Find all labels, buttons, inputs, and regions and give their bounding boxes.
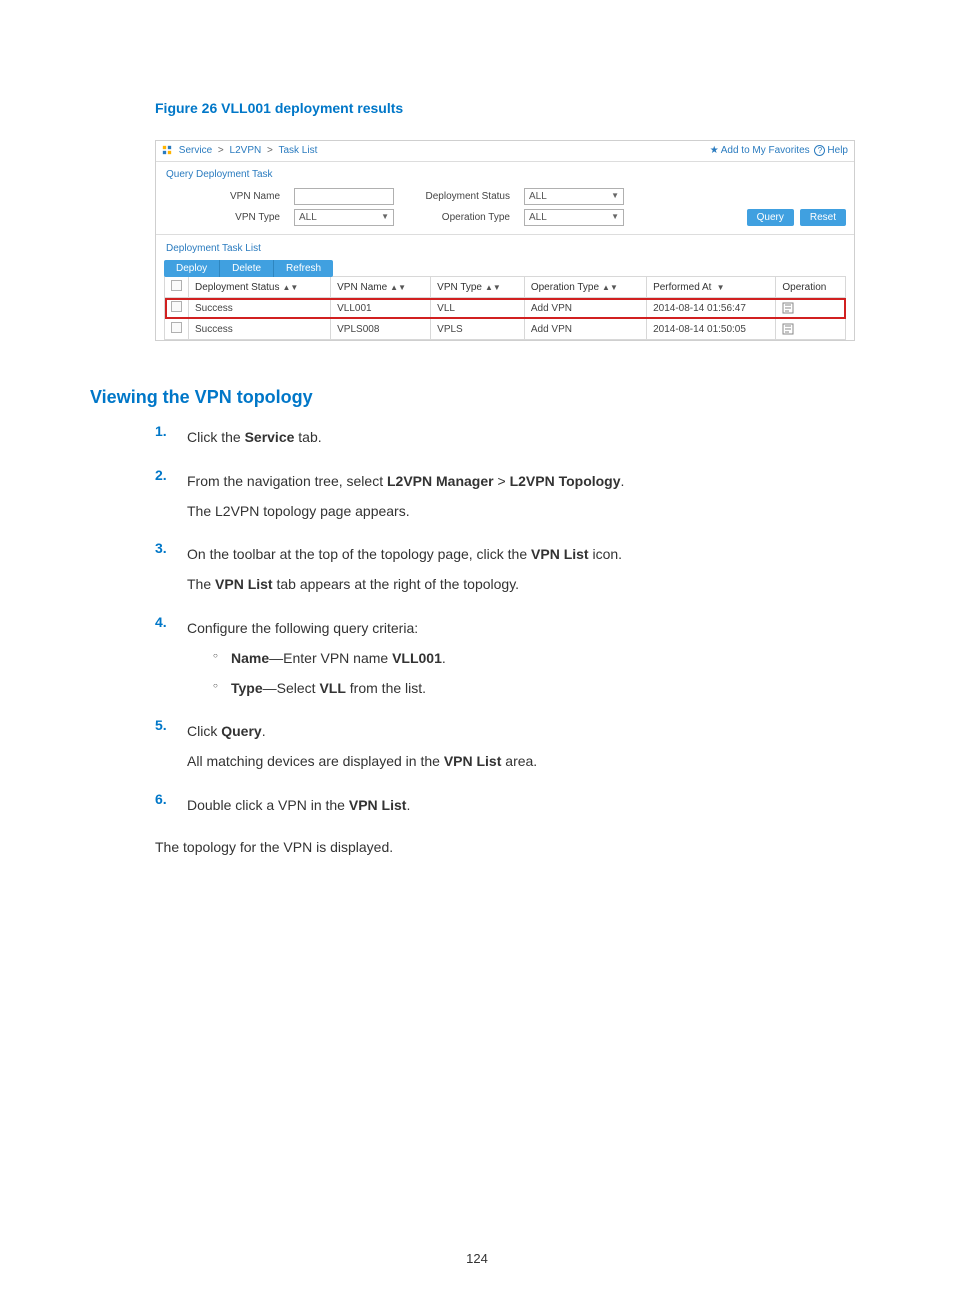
query-section: Query Deployment Task VPN Name Deploymen…: [156, 162, 854, 235]
cell-performed-at: 2014-08-14 01:50:05: [647, 319, 776, 340]
deploy-status-label: Deployment Status: [394, 191, 524, 202]
list-toolbar: Deploy Delete Refresh: [164, 260, 333, 277]
step-number: 1.: [155, 420, 187, 456]
breadcrumb-sep: >: [218, 145, 224, 156]
step-5: 5. Click Query. All matching devices are…: [155, 714, 864, 780]
operation-type-value: ALL: [529, 212, 547, 223]
col-vpn-type[interactable]: VPN Type▲▼: [431, 277, 525, 298]
sort-icon: ▲▼: [485, 283, 501, 292]
chevron-down-icon: ▼: [611, 191, 619, 200]
table-row[interactable]: Success VPLS008 VPLS Add VPN 2014-08-14 …: [165, 319, 846, 340]
figure-caption: Figure 26 VLL001 deployment results: [155, 100, 864, 116]
operation-icon[interactable]: [782, 302, 794, 314]
row-checkbox[interactable]: [171, 322, 182, 333]
section-heading: Viewing the VPN topology: [90, 387, 864, 408]
deploy-status-select[interactable]: ALL ▼: [524, 188, 624, 205]
vpn-type-value: ALL: [299, 212, 317, 223]
step-body: On the toolbar at the top of the topolog…: [187, 537, 864, 603]
table-row[interactable]: Success VLL001 VLL Add VPN 2014-08-14 01…: [165, 298, 846, 319]
step-number: 2.: [155, 464, 187, 530]
cell-operation-type: Add VPN: [524, 298, 646, 319]
chevron-down-icon: ▼: [611, 212, 619, 221]
cell-performed-at: 2014-08-14 01:56:47: [647, 298, 776, 319]
step-2: 2. From the navigation tree, select L2VP…: [155, 464, 864, 530]
cell-vpn-type: VPLS: [431, 319, 525, 340]
vpn-type-select[interactable]: ALL ▼: [294, 209, 394, 226]
step-body: Click Query. All matching devices are di…: [187, 714, 864, 780]
row-checkbox[interactable]: [171, 301, 182, 312]
table-header-row: Deployment Status▲▼ VPN Name▲▼ VPN Type▲…: [165, 277, 846, 298]
delete-button[interactable]: Delete: [220, 260, 274, 277]
help-icon[interactable]: ?: [814, 145, 825, 156]
query-button[interactable]: Query: [747, 209, 794, 226]
sort-icon: ▲▼: [390, 283, 406, 292]
step-4: 4. Configure the following query criteri…: [155, 611, 864, 706]
sort-down-icon: ▼: [714, 283, 724, 292]
deploy-status-value: ALL: [529, 191, 547, 202]
sort-icon: ▲▼: [283, 283, 299, 292]
breadcrumb-leaf: Task List: [278, 145, 317, 156]
refresh-button[interactable]: Refresh: [274, 260, 333, 277]
step-body: Double click a VPN in the VPN List.: [187, 788, 864, 824]
step-number: 6.: [155, 788, 187, 824]
breadcrumb-sep: >: [267, 145, 273, 156]
col-deployment-status[interactable]: Deployment Status▲▼: [189, 277, 331, 298]
step-6: 6. Double click a VPN in the VPN List.: [155, 788, 864, 824]
breadcrumb-mid[interactable]: L2VPN: [230, 145, 262, 156]
step-body: Click the Service tab.: [187, 420, 864, 456]
reset-button[interactable]: Reset: [800, 209, 846, 226]
col-vpn-name[interactable]: VPN Name▲▼: [331, 277, 431, 298]
favorite-star-icon[interactable]: ★: [710, 145, 719, 156]
closing-paragraph: The topology for the VPN is displayed.: [155, 836, 864, 860]
col-operation: Operation: [776, 277, 846, 298]
sub-list: Name—Enter VPN name VLL001. Type—Select …: [213, 647, 864, 701]
help-link[interactable]: Help: [827, 145, 848, 156]
cell-status: Success: [189, 319, 331, 340]
list-section-title: Deployment Task List: [166, 243, 846, 254]
vpn-type-label: VPN Type: [164, 212, 294, 223]
cell-vpn-type: VLL: [431, 298, 525, 319]
breadcrumb-icon: [162, 145, 172, 155]
deploy-button[interactable]: Deploy: [164, 260, 220, 277]
deployment-task-list-section: Deployment Task List Deploy Delete Refre…: [156, 235, 854, 340]
query-section-title: Query Deployment Task: [166, 169, 846, 180]
sub-item: Name—Enter VPN name VLL001.: [213, 647, 864, 671]
breadcrumb-bar: Service > L2VPN > Task List ★Add to My F…: [156, 141, 854, 162]
step-body: Configure the following query criteria: …: [187, 611, 864, 706]
col-performed-at[interactable]: Performed At ▼: [647, 277, 776, 298]
breadcrumb-right: ★Add to My Favorites ?Help: [710, 145, 848, 156]
select-all-checkbox[interactable]: [171, 280, 182, 291]
breadcrumb-root[interactable]: Service: [179, 145, 212, 156]
add-to-favorites-link[interactable]: Add to My Favorites: [721, 145, 810, 156]
operation-type-select[interactable]: ALL ▼: [524, 209, 624, 226]
screenshot-container: Service > L2VPN > Task List ★Add to My F…: [155, 140, 855, 341]
step-1: 1. Click the Service tab.: [155, 420, 864, 456]
cell-operation-type: Add VPN: [524, 319, 646, 340]
deployment-task-table: Deployment Status▲▼ VPN Name▲▼ VPN Type▲…: [164, 276, 846, 340]
page-number: 124: [0, 1251, 954, 1266]
sub-item: Type—Select VLL from the list.: [213, 677, 864, 701]
chevron-down-icon: ▼: [381, 212, 389, 221]
step-number: 3.: [155, 537, 187, 603]
vpn-name-input[interactable]: [294, 188, 394, 205]
operation-type-label: Operation Type: [394, 212, 524, 223]
col-operation-type[interactable]: Operation Type▲▼: [524, 277, 646, 298]
breadcrumb: Service > L2VPN > Task List: [162, 145, 317, 156]
step-number: 4.: [155, 611, 187, 706]
sort-icon: ▲▼: [602, 283, 618, 292]
cell-status: Success: [189, 298, 331, 319]
step-body: From the navigation tree, select L2VPN M…: [187, 464, 864, 530]
cell-vpn-name: VLL001: [331, 298, 431, 319]
operation-icon[interactable]: [782, 323, 794, 335]
vpn-name-label: VPN Name: [164, 191, 294, 202]
cell-vpn-name: VPLS008: [331, 319, 431, 340]
step-3: 3. On the toolbar at the top of the topo…: [155, 537, 864, 603]
steps-list: 1. Click the Service tab. 2. From the na…: [155, 420, 864, 824]
step-number: 5.: [155, 714, 187, 780]
